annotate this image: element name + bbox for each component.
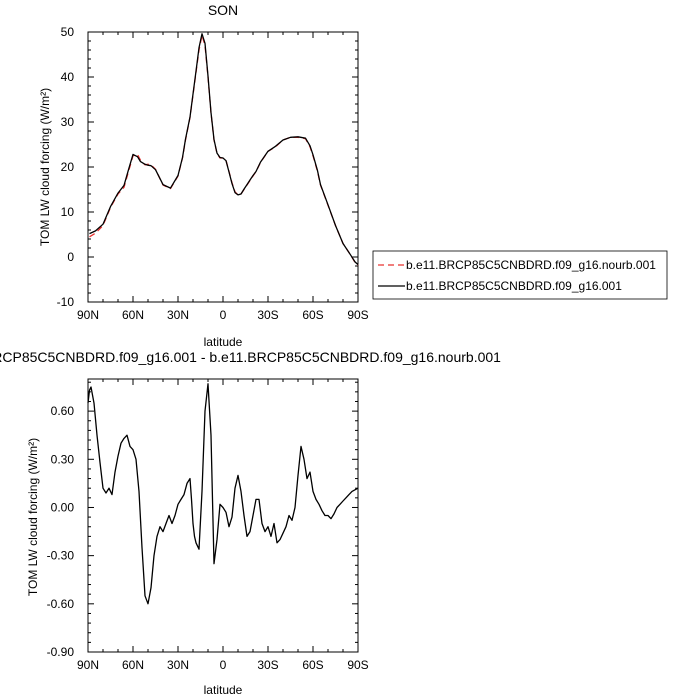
top-y-tick-label: 0 (67, 250, 74, 264)
top-x-tick-label: 30N (167, 308, 189, 322)
bottom-x-tick-label: 30N (167, 658, 189, 672)
top-y-tick-label: 10 (61, 205, 75, 219)
top-y-tick-label: 30 (61, 115, 75, 129)
top-series-line-0 (89, 34, 359, 266)
top-x-tick-label: 60S (302, 308, 323, 322)
top-x-tick-label: 60N (122, 308, 144, 322)
bottom-plot-area: 90N 60N 30N 0 30S 60S 90S -0.90 -0.60 -0.30 0.00 0.… (47, 378, 369, 672)
top-y-axis-label: TOM LW cloud forcing (W/m²) (38, 88, 52, 246)
top-y-tick-label: 20 (61, 160, 75, 174)
bottom-chart-title: b.e11.BRCP85C5CNBDRD.f09_g16.001 - b.e11… (0, 349, 501, 365)
top-panel: SON 90N 60N 30N 0 30S 60S 90S -10 0 10 20 30 40 50 la… (38, 2, 668, 349)
bottom-panel: b.e11.BRCP85C5CNBDRD.f09_g16.001 - b.e11… (0, 349, 501, 697)
top-x-tick-label: 90N (77, 308, 99, 322)
bottom-x-tick-label: 60N (122, 658, 144, 672)
bottom-x-tick-label: 90S (347, 658, 368, 672)
top-x-tick-label: 0 (220, 308, 227, 322)
top-legend: b.e11.BRCP85C5CNBDRD.f09_g16.nourb.001 b… (372, 250, 668, 300)
top-y-tick-label: 50 (61, 25, 75, 39)
bottom-y-tick-label: 0.30 (51, 452, 75, 466)
top-chart-title: SON (208, 2, 238, 18)
legend-box (372, 250, 668, 300)
top-series-line-1 (89, 33, 359, 266)
top-x-tick-label: 90S (347, 308, 368, 322)
bottom-series-line-0 (87, 383, 359, 605)
bottom-y-tick-label: -0.90 (47, 645, 75, 659)
top-plot-frame (87, 31, 359, 303)
bottom-x-tick-label: 0 (220, 658, 227, 672)
top-x-tick-label: 30S (257, 308, 278, 322)
top-y-tick-label: -10 (57, 295, 75, 309)
top-y-tick-label: 40 (61, 70, 75, 84)
legend-label-001: b.e11.BRCP85C5CNBDRD.f09_g16.001 (406, 279, 622, 293)
bottom-x-tick-label: 30S (257, 658, 278, 672)
top-x-axis-label: latitude (204, 335, 243, 349)
legend-label-nourb: b.e11.BRCP85C5CNBDRD.f09_g16.nourb.001 (406, 258, 656, 272)
bottom-y-tick-label: 0.00 (51, 500, 75, 514)
bottom-y-tick-label: -0.30 (47, 549, 75, 563)
bottom-x-tick-label: 60S (302, 658, 323, 672)
bottom-y-tick-label: -0.60 (47, 597, 75, 611)
bottom-x-axis-label: latitude (204, 683, 243, 697)
bottom-y-axis-label: TOM LW cloud forcing (W/m²) (26, 438, 40, 596)
top-plot-area: 90N 60N 30N 0 30S 60S 90S -10 0 10 20 30 40 50 (57, 25, 369, 322)
bottom-y-tick-label: 0.60 (51, 404, 75, 418)
bottom-plot-frame (87, 378, 359, 653)
bottom-x-tick-label: 90N (77, 658, 99, 672)
